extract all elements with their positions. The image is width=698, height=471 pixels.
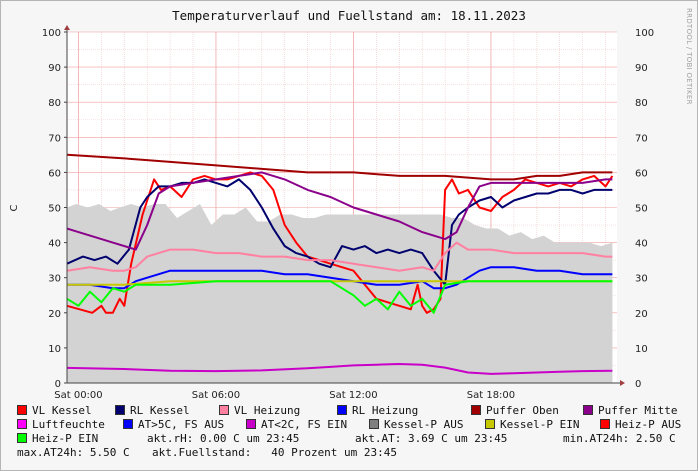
y-tick-labels-right: 0 10 20 30 40 50 60 70 80 90 100 — [635, 28, 654, 390]
watermark: RRDTOOL / TOBI OETIKER — [685, 8, 693, 105]
series-line-vl-heizung — [66, 241, 613, 272]
x-tick-label: Sat 06:00 — [192, 390, 240, 401]
legend-item: RL Kessel — [115, 404, 190, 418]
y-tick-label: 10 — [48, 344, 61, 355]
legend-swatch — [17, 419, 27, 429]
legend-swatch — [337, 405, 347, 415]
legend-item: AT>5C, FS AUS — [123, 418, 224, 432]
y-tick-label-right: 100 — [635, 28, 654, 39]
y-tick-label: 20 — [48, 309, 61, 320]
legend-item: Luftfeuchte — [17, 418, 105, 432]
y-tick-label-right: 80 — [635, 98, 648, 109]
legend-swatch — [219, 405, 229, 415]
stat-at: akt.AT: 3.69 C um 23:45 — [355, 432, 508, 445]
axes — [64, 25, 625, 386]
legend-swatch — [17, 405, 27, 415]
legend-label: Luftfeuchte — [32, 418, 105, 431]
legend-label: Kessel-P EIN — [500, 418, 580, 431]
y-tick-label-right: 50 — [635, 204, 648, 215]
y-tick-label: 80 — [48, 98, 61, 109]
y-tick-label: 0 — [55, 379, 61, 390]
legend-swatch — [369, 419, 379, 429]
y-tick-label: 90 — [48, 63, 61, 74]
legend-label: Heiz-P EIN — [32, 432, 99, 445]
legend-item: Heiz-P AUS — [600, 418, 681, 432]
y-tick-label-right: 0 — [635, 379, 641, 390]
legend-label: AT<2C, FS EIN — [261, 418, 348, 431]
legend-item: Puffer Oben — [471, 404, 559, 418]
stat-rh: akt.rH: 0.00 C um 23:45 — [147, 432, 300, 445]
legend-swatch — [17, 433, 27, 443]
y-tick-label: 30 — [48, 274, 61, 285]
legend-swatch — [485, 419, 495, 429]
legend-label: VL Heizung — [234, 404, 301, 417]
series-line-vl-kessel — [66, 171, 614, 314]
x-tick-label: Sat 18:00 — [467, 390, 515, 401]
y-tick-label-right: 60 — [635, 168, 648, 179]
legend-label: RL Heizung — [352, 404, 419, 417]
legend-label: RL Kessel — [130, 404, 190, 417]
legend-swatch — [583, 405, 593, 415]
y-tick-label: 50 — [48, 204, 61, 215]
x-axis-arrow — [620, 380, 625, 386]
series-line-heiz-p-ein — [66, 280, 613, 314]
legend-item: VL Heizung — [219, 404, 300, 418]
y-tick-labels-left: 0 10 20 30 40 50 60 70 80 90 100 — [42, 28, 61, 390]
legend-item: Kessel-P EIN — [485, 418, 579, 432]
y-tick-label-right: 70 — [635, 133, 648, 144]
legend-item: VL Kessel — [17, 404, 92, 418]
y-tick-label-right: 30 — [635, 274, 648, 285]
stat-fuellstand: akt.Fuellstand: 40 Prozent um 23:45 — [152, 446, 398, 459]
legend-item: Kessel-P AUS — [369, 418, 463, 432]
legend-label: Puffer Mitte — [598, 404, 678, 417]
y-tick-label-right: 20 — [635, 309, 648, 320]
stat-min-at: min.AT24h: 2.50 C — [563, 432, 676, 445]
y-tick-label-right: 90 — [635, 63, 648, 74]
legend-item: RL Heizung — [337, 404, 418, 418]
series-layer — [66, 153, 614, 375]
y-tick-label: 100 — [42, 28, 61, 39]
legend-item: AT<2C, FS EIN — [246, 418, 347, 432]
series-line-luftfeuchte — [66, 363, 613, 375]
x-tick-label: Sat 12:00 — [329, 390, 377, 401]
series-line-rl-kessel — [66, 178, 613, 286]
legend-label: Heiz-P AUS — [615, 418, 682, 431]
legend-label: VL Kessel — [32, 404, 92, 417]
legend-label: AT>5C, FS AUS — [138, 418, 225, 431]
x-tick-label: Sat 00:00 — [54, 390, 102, 401]
legend-item: Puffer Mitte — [583, 404, 677, 418]
legend-swatch — [123, 419, 133, 429]
y-tick-label: 60 — [48, 168, 61, 179]
y-tick-label-right: 10 — [635, 344, 648, 355]
series-line-puffer-mitte — [66, 171, 613, 251]
legend-label: Kessel-P AUS — [384, 418, 464, 431]
legend-item: Heiz-P EIN — [17, 432, 98, 446]
series-line-puffer-oben — [66, 153, 613, 181]
y-tick-label: 70 — [48, 133, 61, 144]
chart-title: Temperaturverlauf und Fuellstand am: 18.… — [172, 8, 526, 23]
y-tick-label: 40 — [48, 239, 61, 250]
legend-swatch — [246, 419, 256, 429]
legend-label: Puffer Oben — [486, 404, 559, 417]
legend-swatch — [471, 405, 481, 415]
x-tick-labels: Sat 00:00 Sat 06:00 Sat 12:00 Sat 18:00 — [54, 390, 515, 401]
legend-swatch — [600, 419, 610, 429]
stat-max-at: max.AT24h: 5.50 C — [17, 446, 130, 459]
y-axis-arrow — [64, 25, 70, 30]
y-axis-label: C — [9, 204, 20, 211]
y-tick-label-right: 40 — [635, 239, 648, 250]
legend-swatch — [115, 405, 125, 415]
